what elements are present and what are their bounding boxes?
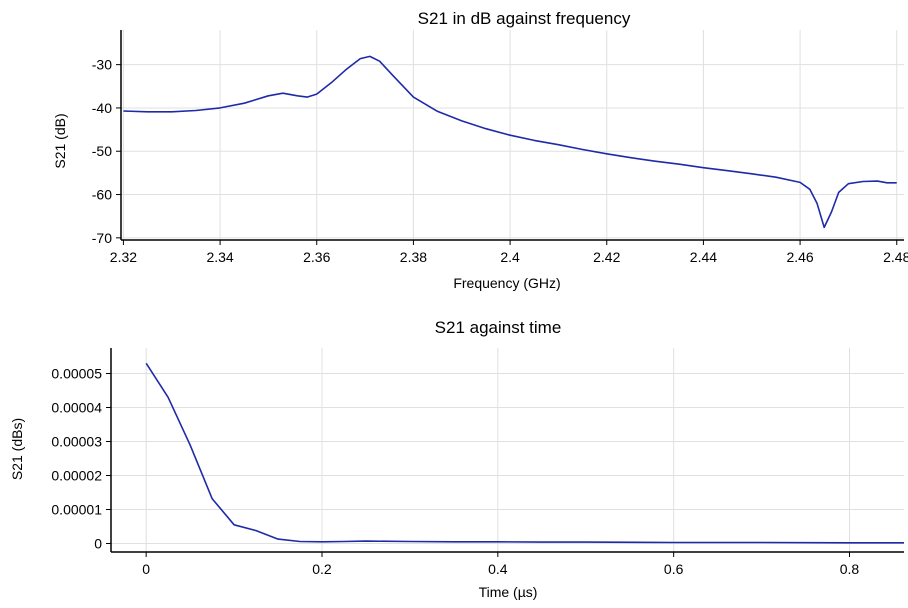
chart-time-y-tick-label: 0.00001 [51,502,102,518]
chart-time-axes [110,348,904,553]
chart-time-series-line [145,362,904,544]
chart-time-x-ticks: 0 0.2 0.4 0.6 0.8 [142,552,859,577]
chart-frequency-x-tick-label: 2.46 [786,249,813,265]
chart-frequency-x-label: Frequency (GHz) [453,275,560,291]
chart-frequency-x-tick-label: 2.32 [110,249,137,265]
chart-time-y-ticks: 0 0.00001 0.00002 0.00003 0.00004 0.00005 [51,366,111,552]
chart-time-x-tick-label: 0.8 [840,561,860,577]
chart-time-title: S21 against time [435,318,562,337]
chart-frequency-y-tick-label: -40 [92,100,112,116]
chart-frequency: S21 in dB against frequency 2.32 2.34 2.36… [52,9,908,291]
chart-time-y-tick-label: 0.00004 [51,400,102,416]
chart-frequency-title: S21 in dB against frequency [418,9,631,28]
chart-time: S21 against time 0 0.2 0.4 0.6 0.8 00.000010… [9,318,904,600]
chart-frequency-x-tick-label: 2.38 [400,249,427,265]
chart-frequency-x-tick-label: 2.4 [500,249,520,265]
chart-time-y-tick-label: 0 [94,536,102,552]
chart-time-y-tick-label: 0.00002 [51,468,102,484]
chart-frequency-x-tick-label: 2.48 [883,249,908,265]
chart-time-series [145,362,904,544]
chart-frequency-x-tick-label: 2.36 [303,249,330,265]
chart-frequency-y-ticks: -70 -60 -50 -40 -30 [92,57,121,246]
chart-frequency-x-tick-label: 2.42 [593,249,620,265]
chart-frequency-y-tick-label: -70 [92,230,112,246]
chart-frequency-y-tick-label: -50 [92,143,112,159]
chart-time-y-label: S21 (dBs) [9,418,25,480]
chart-time-grid [111,348,904,552]
chart-frequency-x-ticks: 2.32 2.34 2.36 2.38 2.4 2.42 2.44 2.46 2.48 [110,240,908,265]
chart-frequency-x-tick-label: 2.44 [690,249,717,265]
chart-frequency-series-line [123,55,897,229]
chart-time-y-tick-label: 0.00003 [51,434,102,450]
chart-time-x-tick-label: 0.4 [488,561,508,577]
chart-frequency-y-tick-label: -60 [92,187,112,203]
chart-frequency-x-tick-label: 2.34 [206,249,233,265]
chart-time-x-tick-label: 0 [142,561,150,577]
chart-frequency-grid [121,30,904,240]
chart-frequency-series [123,55,897,229]
chart-frequency-y-tick-label: -30 [92,57,112,73]
chart-time-y-tick-label: 0.00005 [51,366,102,382]
chart-time-x-tick-label: 0.6 [664,561,684,577]
chart-time-x-tick-label: 0.2 [312,561,332,577]
chart-time-x-label: Time (µs) [479,584,538,600]
chart-frequency-y-label: S21 (dB) [52,113,68,168]
